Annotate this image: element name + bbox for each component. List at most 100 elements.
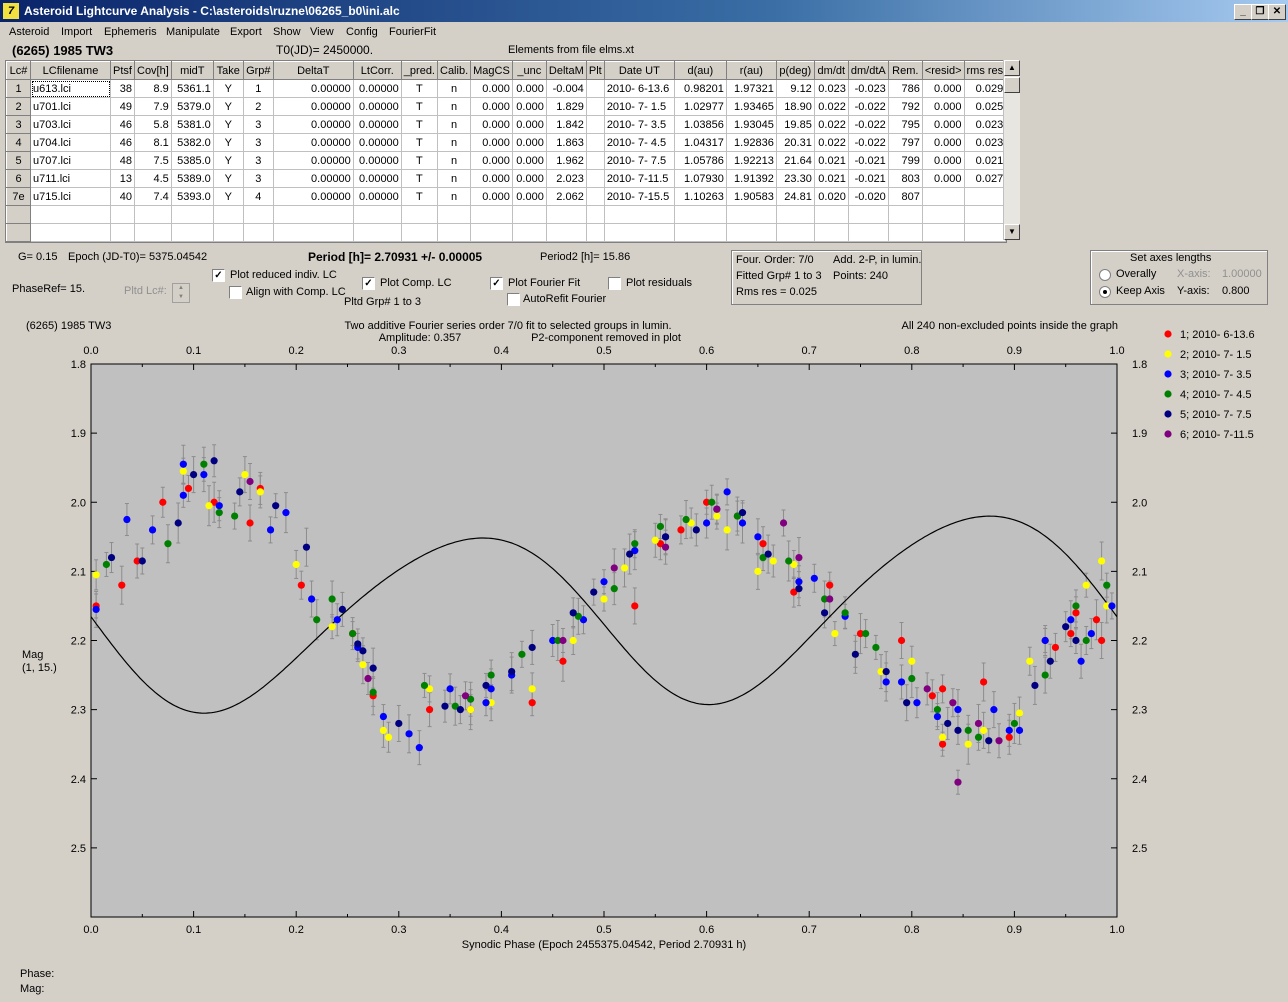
table-cell[interactable]: 0.000: [470, 169, 513, 188]
table-cell[interactable]: n: [436, 115, 472, 134]
table-cell[interactable]: 2010- 6-13.6: [603, 79, 675, 98]
table-cell[interactable]: u707.lci: [30, 151, 111, 170]
table-cell[interactable]: 46: [110, 115, 135, 134]
table-cell[interactable]: [134, 205, 172, 224]
menu-asteroid[interactable]: Asteroid: [9, 26, 50, 38]
table-cell[interactable]: 24.81: [775, 187, 815, 206]
table-cell[interactable]: 0.000: [470, 187, 513, 206]
table-cell[interactable]: u704.lci: [30, 133, 111, 152]
table-scrollbar[interactable]: ▲ ▼: [1003, 60, 1020, 240]
table-cell[interactable]: [887, 205, 923, 224]
menu-import[interactable]: Import: [61, 26, 93, 38]
table-cell[interactable]: 1.962: [545, 151, 587, 170]
table-cell[interactable]: [545, 223, 587, 242]
column-header[interactable]: Plt: [585, 61, 605, 80]
table-cell[interactable]: [585, 97, 605, 116]
overally-radio[interactable]: [1099, 269, 1111, 281]
table-cell[interactable]: [673, 223, 727, 242]
table-cell[interactable]: 19.85: [775, 115, 815, 134]
minimize-button[interactable]: _: [1234, 4, 1252, 20]
row-number[interactable]: 4: [6, 133, 31, 152]
table-cell[interactable]: 3: [242, 133, 274, 152]
table-cell[interactable]: 2010- 7-15.5: [603, 187, 675, 206]
pltd-lc-spinner[interactable]: ▲ ▼: [172, 283, 190, 303]
menu-manipulate[interactable]: Manipulate: [166, 26, 220, 38]
empty-row[interactable]: [6, 205, 1007, 224]
table-cell[interactable]: 2: [242, 97, 274, 116]
table-cell[interactable]: [921, 223, 965, 242]
table-cell[interactable]: [30, 205, 111, 224]
table-cell[interactable]: [603, 205, 675, 224]
table-cell[interactable]: 1.842: [545, 115, 587, 134]
table-cell[interactable]: T: [400, 169, 439, 188]
table-cell[interactable]: [30, 223, 111, 242]
table-cell[interactable]: 7.5: [134, 151, 172, 170]
table-cell[interactable]: [511, 205, 547, 224]
restore-button[interactable]: ❐: [1251, 4, 1269, 20]
column-header[interactable]: DeltaT: [272, 61, 354, 80]
align-comp-checkbox[interactable]: [229, 286, 242, 299]
table-cell[interactable]: 2010- 7-11.5: [603, 169, 675, 188]
table-cell[interactable]: 38: [110, 79, 135, 98]
scroll-thumb[interactable]: [1004, 77, 1020, 93]
table-cell[interactable]: [963, 223, 1007, 242]
table-cell[interactable]: 5393.0: [170, 187, 214, 206]
table-cell[interactable]: 2010- 7- 4.5: [603, 133, 675, 152]
lightcurve-plot[interactable]: (6265) 1985 TW3 Two additive Fourier ser…: [20, 312, 1268, 960]
table-cell[interactable]: 49: [110, 97, 135, 116]
table-cell[interactable]: 7.4: [134, 187, 172, 206]
table-cell[interactable]: 1.07930: [673, 169, 727, 188]
table-cell[interactable]: Y: [212, 97, 244, 116]
table-cell[interactable]: [212, 205, 244, 224]
table-cell[interactable]: 0.020: [813, 187, 849, 206]
table-cell[interactable]: [725, 223, 777, 242]
column-header[interactable]: midT: [170, 61, 214, 80]
table-cell[interactable]: [775, 223, 815, 242]
column-header[interactable]: <resid>: [921, 61, 965, 80]
table-cell[interactable]: 0.000: [511, 97, 547, 116]
menu-config[interactable]: Config: [346, 26, 378, 38]
table-cell[interactable]: [585, 187, 605, 206]
table-cell[interactable]: 20.31: [775, 133, 815, 152]
menu-view[interactable]: View: [310, 26, 334, 38]
table-cell[interactable]: 1.93045: [725, 115, 777, 134]
plot-residuals-checkbox[interactable]: [608, 277, 621, 290]
menu-ephemeris[interactable]: Ephemeris: [104, 26, 157, 38]
table-cell[interactable]: [603, 223, 675, 242]
table-cell[interactable]: u701.lci: [30, 97, 111, 116]
table-cell[interactable]: 4.5: [134, 169, 172, 188]
autorefit-checkbox[interactable]: [507, 293, 520, 306]
table-cell[interactable]: 0.025: [963, 97, 1007, 116]
table-cell[interactable]: [963, 187, 1007, 206]
column-header[interactable]: dm/dtA: [847, 61, 889, 80]
table-cell[interactable]: 0.027: [963, 169, 1007, 188]
table-cell[interactable]: 5379.0: [170, 97, 214, 116]
table-cell[interactable]: Y: [212, 169, 244, 188]
row-number[interactable]: 6: [6, 169, 31, 188]
table-cell[interactable]: [545, 205, 587, 224]
table-cell[interactable]: [813, 223, 849, 242]
table-cell[interactable]: T: [400, 79, 439, 98]
table-cell[interactable]: -0.021: [847, 169, 889, 188]
table-cell[interactable]: 0.000: [921, 97, 965, 116]
table-cell[interactable]: 0.00000: [272, 187, 354, 206]
table-cell[interactable]: 0.00000: [352, 169, 402, 188]
table-cell[interactable]: [110, 205, 135, 224]
table-cell[interactable]: [585, 205, 605, 224]
column-header[interactable]: Rem.: [887, 61, 923, 80]
table-cell[interactable]: 0.029: [963, 79, 1007, 98]
table-cell[interactable]: 8.1: [134, 133, 172, 152]
column-header[interactable]: d(au): [673, 61, 727, 80]
table-cell[interactable]: [887, 223, 923, 242]
table-cell[interactable]: -0.004: [545, 79, 587, 98]
table-cell[interactable]: 0.00000: [272, 169, 354, 188]
column-header[interactable]: _unc: [511, 61, 547, 80]
table-cell[interactable]: 0.023: [963, 115, 1007, 134]
table-cell[interactable]: 0.022: [813, 97, 849, 116]
table-cell[interactable]: 0.00000: [272, 115, 354, 134]
column-header[interactable]: Date UT: [603, 61, 675, 80]
yaxis-value[interactable]: 0.800: [1222, 285, 1250, 297]
